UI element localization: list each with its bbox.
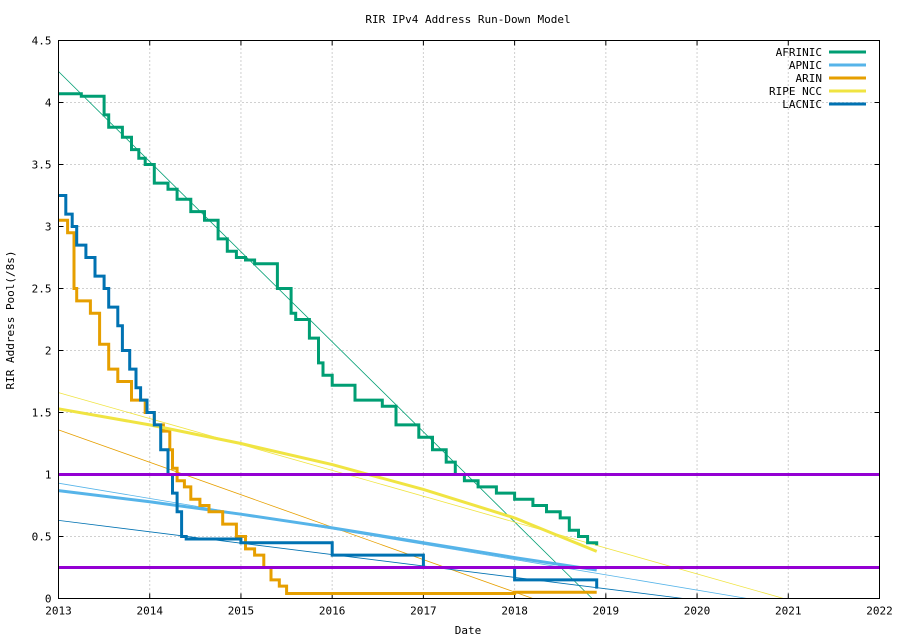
legend-label-ripe-ncc: RIPE NCC (769, 85, 822, 98)
y-tick-label: 2.5 (32, 283, 52, 296)
y-tick-label: 4 (45, 97, 52, 110)
y-tick-label: 4.5 (32, 35, 52, 48)
y-tick-label: 1.5 (32, 407, 52, 420)
trend-line-lacnic (58, 519, 684, 599)
x-tick-label: 2019 (593, 605, 620, 618)
x-tick-label: 2014 (136, 605, 163, 618)
x-tick-label: 2020 (684, 605, 711, 618)
series-line-arin (58, 218, 597, 595)
trend-line-afrinic (58, 71, 593, 599)
x-tick-label: 2013 (45, 605, 72, 618)
y-tick-label: 3.5 (32, 159, 52, 172)
y-axis-label: RIR Address Pool(/8s) (4, 250, 17, 389)
y-tick-label: 0 (45, 593, 52, 606)
trend-lines (58, 71, 784, 599)
x-axis-label: Date (455, 624, 482, 637)
plot-frame (58, 40, 880, 599)
trend-line-arin (58, 429, 533, 599)
x-tick-label: 2021 (775, 605, 802, 618)
series-line-apnic (58, 489, 597, 572)
series-lines (58, 92, 599, 595)
axis-ticks: 2013 2014 2015 2016 2017 2018 2019 2020 2021 2022… (32, 35, 893, 618)
x-tick-label: 2016 (319, 605, 346, 618)
x-tick-label: 2015 (228, 605, 255, 618)
x-tick-label: 2017 (410, 605, 437, 618)
y-tick-label: 2 (45, 345, 52, 358)
y-tick-label: 1 (45, 469, 52, 482)
y-tick-label: 3 (45, 221, 52, 234)
y-tick-label: 0.5 (32, 531, 52, 544)
reference-lines (58, 473, 880, 569)
legend-label-arin: ARIN (796, 72, 823, 85)
x-tick-label: 2022 (866, 605, 893, 618)
legend-label-lacnic: LACNIC (782, 98, 822, 111)
x-tick-label: 2018 (501, 605, 528, 618)
series-line-lacnic (58, 194, 599, 589)
trend-line-ripe-ncc (58, 392, 784, 599)
legend-label-afrinic: AFRINIC (776, 46, 822, 59)
series-line-ripe-ncc (58, 407, 598, 553)
legend-label-apnic: APNIC (789, 59, 822, 72)
series-line-afrinic (58, 92, 599, 546)
chart-title: RIR IPv4 Address Run-Down Model (365, 13, 570, 26)
